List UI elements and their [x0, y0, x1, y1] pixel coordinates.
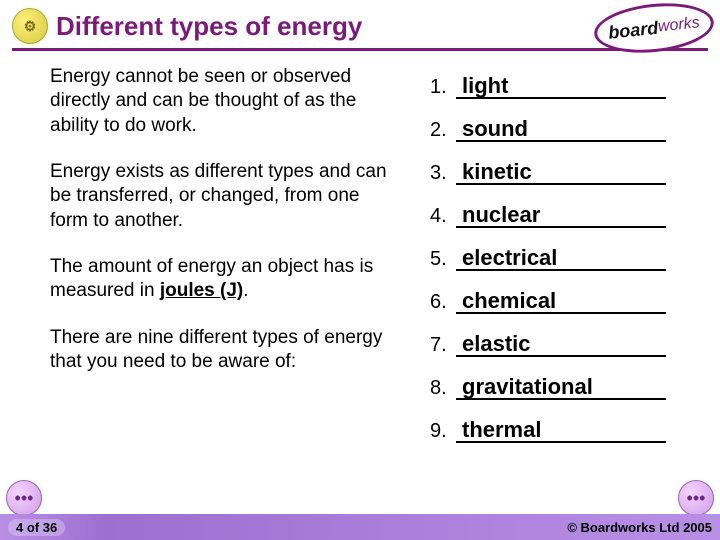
fill-in-blank: electrical	[456, 245, 666, 271]
content-area: Energy cannot be seen or observed direct…	[0, 51, 720, 456]
list-number: 3.	[430, 162, 456, 185]
list-number: 5.	[430, 248, 456, 271]
energy-type-answer: light	[462, 73, 508, 99]
energy-type-answer: thermal	[462, 417, 541, 443]
header: ⚙ Different types of energy boardworks	[0, 0, 720, 44]
page-number: 4 of 36	[8, 519, 65, 536]
paragraph-4: There are nine different types of energy…	[50, 326, 390, 375]
ellipsis-icon: •••	[687, 488, 706, 509]
energy-type-answer: elastic	[462, 331, 531, 357]
energy-list-row: 7. elastic	[430, 327, 700, 357]
list-number: 4.	[430, 205, 456, 228]
energy-list-row: 8. gravitational	[430, 370, 700, 400]
energy-type-answer: gravitational	[462, 374, 593, 400]
energy-list-row: 1. light	[430, 69, 700, 99]
list-number: 1.	[430, 76, 456, 99]
copyright-text: © Boardworks Ltd 2005	[567, 520, 712, 535]
energy-list-row: 5. electrical	[430, 241, 700, 271]
next-slide-button[interactable]: •••	[678, 480, 714, 516]
paragraph-1: Energy cannot be seen or observed direct…	[50, 65, 390, 138]
header-decorative-icon: ⚙	[12, 8, 48, 44]
energy-type-answer: kinetic	[462, 159, 532, 185]
list-number: 9.	[430, 420, 456, 443]
energy-list-row: 6. chemical	[430, 284, 700, 314]
brand-logo: boardworks	[594, 4, 714, 52]
fill-in-blank: elastic	[456, 331, 666, 357]
energy-list-column: 1. light 2. sound 3. kinetic 4. nuclear 5. electr…	[390, 65, 700, 456]
list-number: 2.	[430, 119, 456, 142]
prev-slide-button[interactable]: •••	[6, 480, 42, 516]
fill-in-blank: thermal	[456, 417, 666, 443]
list-number: 8.	[430, 377, 456, 400]
page-title: Different types of energy	[56, 11, 362, 42]
energy-list-row: 3. kinetic	[430, 155, 700, 185]
fill-in-blank: nuclear	[456, 202, 666, 228]
energy-type-answer: electrical	[462, 245, 557, 271]
joules-term: joules (J)	[160, 280, 243, 301]
energy-type-answer: chemical	[462, 288, 556, 314]
paragraph-2: Energy exists as different types and can…	[50, 160, 390, 233]
energy-list-row: 9. thermal	[430, 413, 700, 443]
logo-text-board: board	[607, 17, 659, 43]
energy-list-row: 2. sound	[430, 112, 700, 142]
paragraph-3: The amount of energy an object has is me…	[50, 255, 390, 304]
energy-type-answer: nuclear	[462, 202, 540, 228]
list-number: 7.	[430, 334, 456, 357]
fill-in-blank: sound	[456, 116, 666, 142]
fill-in-blank: gravitational	[456, 374, 666, 400]
fill-in-blank: chemical	[456, 288, 666, 314]
list-number: 6.	[430, 291, 456, 314]
footer-bar: 4 of 36 © Boardworks Ltd 2005	[0, 514, 720, 540]
fill-in-blank: kinetic	[456, 159, 666, 185]
body-text-column: Energy cannot be seen or observed direct…	[50, 65, 390, 456]
fill-in-blank: light	[456, 73, 666, 99]
logo-text-works: works	[657, 14, 700, 36]
energy-type-answer: sound	[462, 116, 528, 142]
energy-list-row: 4. nuclear	[430, 198, 700, 228]
ellipsis-icon: •••	[15, 488, 34, 509]
